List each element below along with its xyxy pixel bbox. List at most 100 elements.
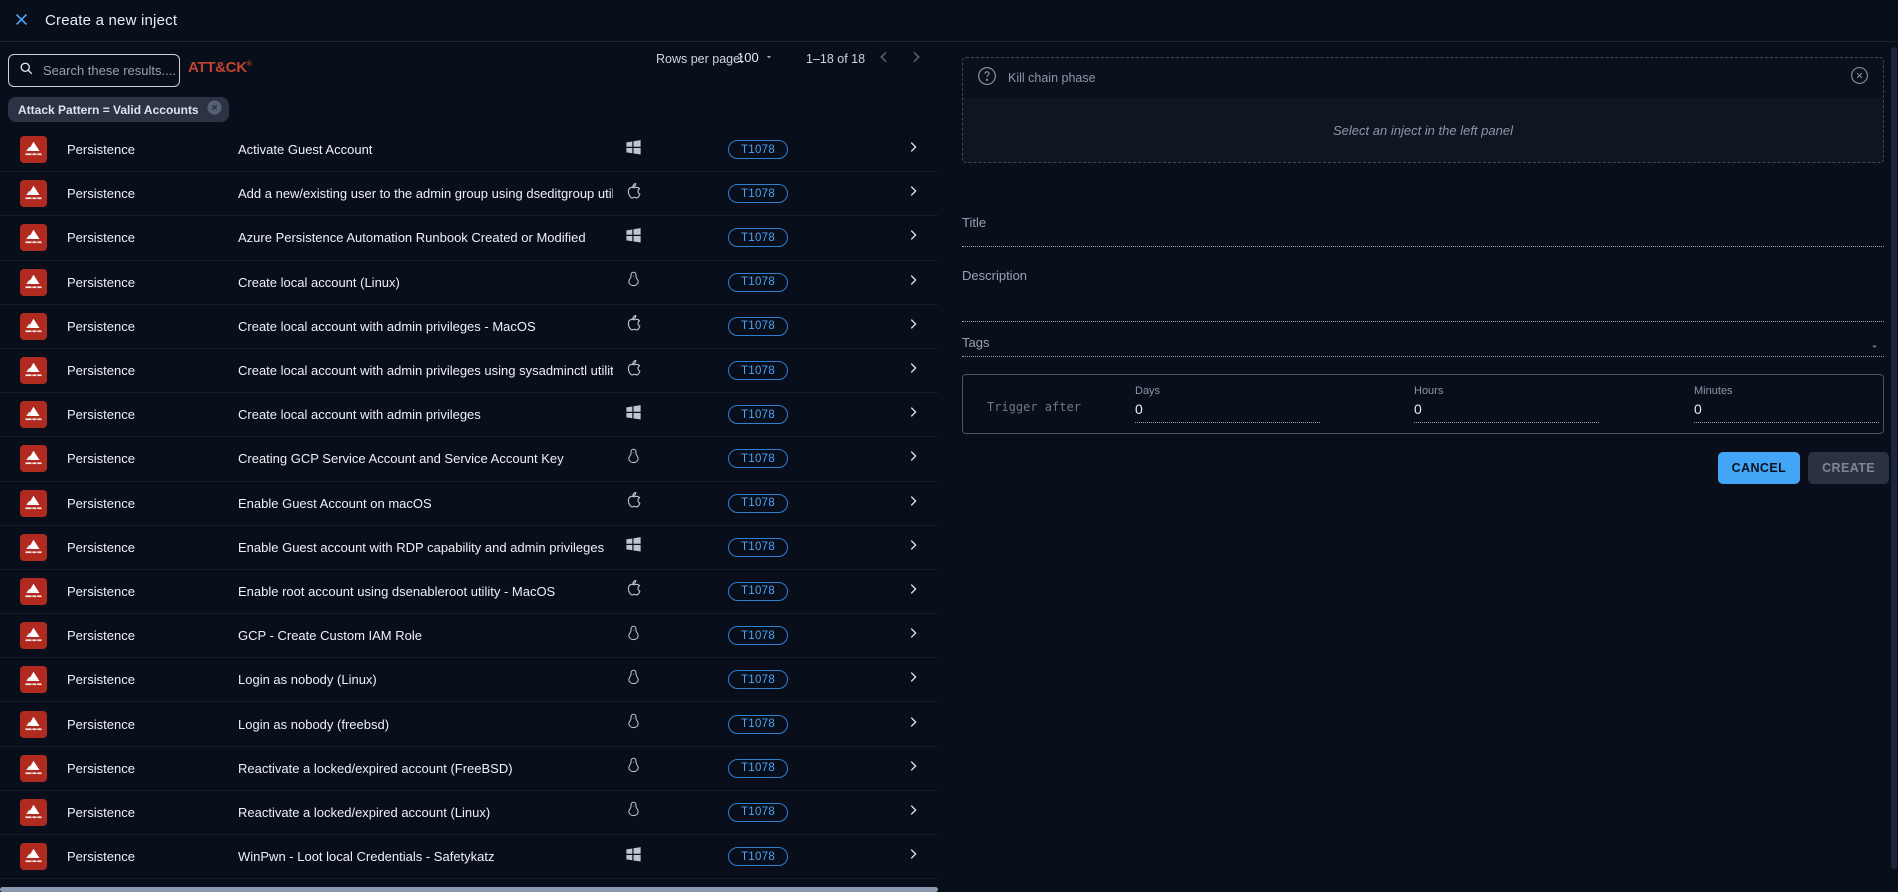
chevron-right-icon[interactable] xyxy=(906,273,920,292)
kill-chain-phase-cell: Persistence xyxy=(67,716,135,732)
platform-cell xyxy=(613,182,653,206)
technique-chip[interactable]: T1078 xyxy=(727,405,789,425)
inject-title-cell: Enable root account using dsenableroot u… xyxy=(238,583,556,599)
minutes-input[interactable]: 0 xyxy=(1694,401,1879,423)
technique-chip[interactable]: T1078 xyxy=(727,537,789,557)
inject-list-item[interactable]: Persistence Create local account with ad… xyxy=(0,393,938,438)
inject-list-item[interactable]: Persistence GCP - Create Custom IAM Role… xyxy=(0,614,938,659)
inject-list-item[interactable]: Persistence Reactivate a locked/expired … xyxy=(0,747,938,791)
technique-chip[interactable]: T1078 xyxy=(727,228,789,248)
inject-list-item[interactable]: Persistence Enable Guest Account on macO… xyxy=(0,482,938,526)
days-label: Days xyxy=(1135,385,1161,397)
tags-dropdown-icon[interactable] xyxy=(1869,339,1880,357)
tags-field[interactable]: Tags xyxy=(962,334,1884,357)
inject-list-item[interactable]: Persistence WinPwn - Loot local Credenti… xyxy=(0,835,938,880)
technique-chip[interactable]: T1078 xyxy=(727,272,789,292)
linux-icon xyxy=(624,800,643,824)
remove-filter-icon[interactable] xyxy=(206,99,223,121)
inject-title-cell: Create local account with admin privileg… xyxy=(238,407,481,423)
chevron-right-icon[interactable] xyxy=(906,449,920,468)
inject-list-item[interactable]: Persistence Create local account with ad… xyxy=(0,305,938,349)
technique-chip[interactable]: T1078 xyxy=(727,140,789,160)
technique-chip[interactable]: T1078 xyxy=(727,581,789,601)
technique-chip[interactable]: T1078 xyxy=(727,449,789,469)
inject-list-item[interactable]: Persistence Enable root account using ds… xyxy=(0,570,938,615)
chevron-right-icon[interactable] xyxy=(906,317,920,336)
inject-list: Persistence Activate Guest Account T1078… xyxy=(0,128,938,892)
apple-icon xyxy=(624,579,643,603)
chevron-right-icon[interactable] xyxy=(906,538,920,557)
inject-list-item[interactable]: Persistence Create local account with ad… xyxy=(0,349,938,394)
description-field[interactable]: Description xyxy=(962,267,1884,322)
previous-page-button[interactable] xyxy=(876,49,892,68)
rows-per-page-select[interactable]: 100 xyxy=(737,50,774,65)
technique-chip[interactable]: T1078 xyxy=(727,316,789,336)
chevron-right-icon[interactable] xyxy=(906,803,920,822)
windows-icon xyxy=(624,403,643,427)
chevron-right-icon[interactable] xyxy=(906,140,920,159)
inject-list-item[interactable]: Persistence Add a new/existing user to t… xyxy=(0,172,938,217)
chevron-right-icon[interactable] xyxy=(906,670,920,689)
inject-list-item[interactable]: Persistence Activate Guest Account T1078 xyxy=(0,128,938,173)
chevron-right-icon[interactable] xyxy=(906,361,920,380)
technique-chip[interactable]: T1078 xyxy=(727,184,789,204)
inject-list-item[interactable]: Persistence Login as nobody (Linux) T107… xyxy=(0,658,938,703)
chevron-right-icon[interactable] xyxy=(906,847,920,866)
chevron-right-icon xyxy=(908,49,924,68)
close-dialog-button[interactable] xyxy=(13,11,30,31)
inject-title-cell: Create local account with admin privileg… xyxy=(238,363,613,379)
vertical-scrollbar[interactable] xyxy=(1891,47,1897,869)
inject-list-item[interactable]: Persistence Login as nobody (freebsd) T1… xyxy=(0,702,938,747)
atomic-red-team-icon xyxy=(20,577,47,605)
linux-icon xyxy=(624,624,643,648)
linux-icon xyxy=(624,270,643,294)
page-title: Create a new inject xyxy=(45,12,178,29)
chevron-right-icon[interactable] xyxy=(906,494,920,513)
title-field[interactable]: Title xyxy=(962,214,1884,247)
clear-selection-icon[interactable] xyxy=(1850,66,1869,90)
chevron-cell xyxy=(833,759,938,778)
chevron-right-icon[interactable] xyxy=(906,715,920,734)
atomic-red-team-icon xyxy=(20,268,47,296)
chevron-right-icon[interactable] xyxy=(906,405,920,424)
chevron-right-icon[interactable] xyxy=(906,228,920,247)
windows-icon xyxy=(624,845,643,869)
atomic-red-team-icon xyxy=(20,843,47,871)
search-input[interactable]: Search these results.... xyxy=(8,54,180,87)
hours-label: Hours xyxy=(1414,385,1444,397)
cancel-button[interactable]: CANCEL xyxy=(1717,452,1801,484)
inject-list-item[interactable]: Persistence Enable Guest account with RD… xyxy=(0,526,938,570)
technique-chip[interactable]: T1078 xyxy=(727,758,789,778)
atomic-red-team-icon xyxy=(20,533,47,561)
filter-chip-attack-pattern[interactable]: Attack Pattern = Valid Accounts xyxy=(8,97,229,122)
technique-chip[interactable]: T1078 xyxy=(727,361,789,381)
technique-chip[interactable]: T1078 xyxy=(727,670,789,690)
chevron-right-icon[interactable] xyxy=(906,582,920,601)
next-page-button[interactable] xyxy=(908,49,924,68)
technique-chip[interactable]: T1078 xyxy=(727,802,789,822)
atomic-red-team-icon xyxy=(20,136,47,164)
technique-chip[interactable]: T1078 xyxy=(727,493,789,513)
chevron-right-icon[interactable] xyxy=(906,184,920,203)
inject-list-item[interactable]: Persistence Creating GCP Service Account… xyxy=(0,437,938,482)
hours-input[interactable]: 0 xyxy=(1414,401,1599,423)
dialog-header: Create a new inject xyxy=(0,0,1898,42)
technique-chip[interactable]: T1078 xyxy=(727,847,789,867)
title-field-label: Title xyxy=(962,215,987,230)
inject-list-item[interactable]: Persistence Create local account (Linux)… xyxy=(0,261,938,305)
technique-chip[interactable]: T1078 xyxy=(727,714,789,734)
apple-icon xyxy=(624,182,643,206)
chevron-cell xyxy=(833,715,938,734)
form-actions: CANCEL CREATE xyxy=(1717,452,1889,484)
technique-chip[interactable]: T1078 xyxy=(727,626,789,646)
minutes-label: Minutes xyxy=(1694,385,1733,397)
chevron-right-icon[interactable] xyxy=(906,626,920,645)
days-input[interactable]: 0 xyxy=(1135,401,1320,423)
chevron-right-icon[interactable] xyxy=(906,759,920,778)
inject-list-item[interactable]: Persistence Azure Persistence Automation… xyxy=(0,216,938,261)
create-button[interactable]: CREATE xyxy=(1808,452,1889,484)
inject-title-cell: Reactivate a locked/expired account (Lin… xyxy=(238,804,491,820)
horizontal-scrollbar[interactable] xyxy=(0,887,938,892)
chevron-cell xyxy=(833,803,938,822)
inject-list-item[interactable]: Persistence Reactivate a locked/expired … xyxy=(0,791,938,835)
